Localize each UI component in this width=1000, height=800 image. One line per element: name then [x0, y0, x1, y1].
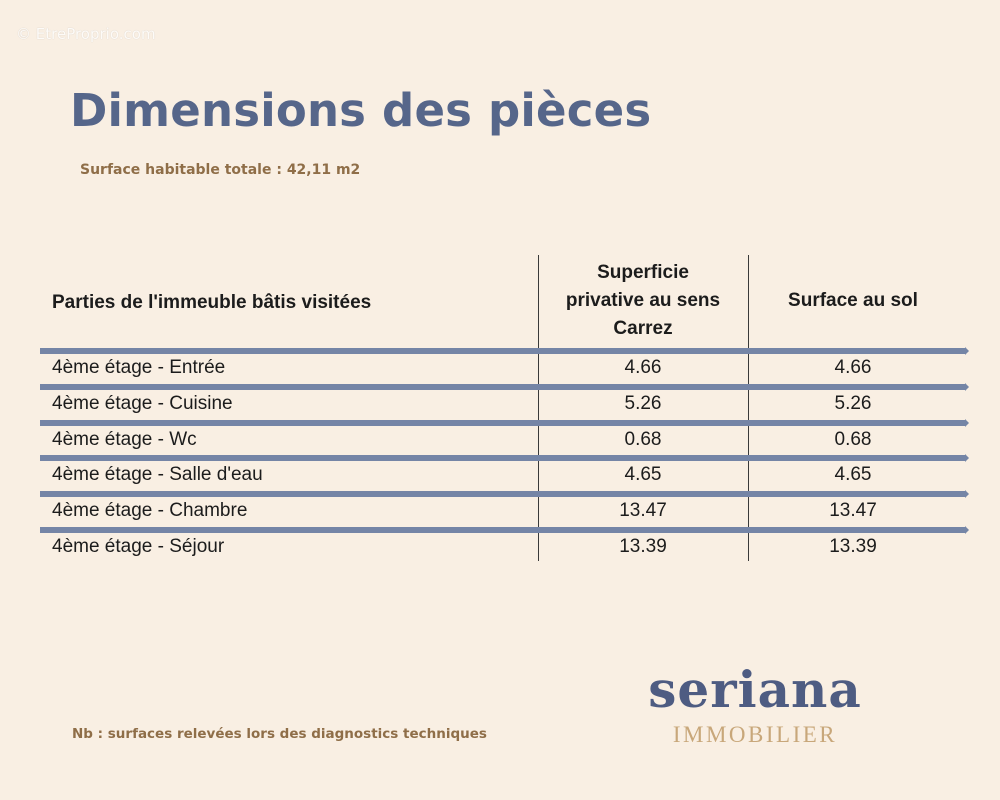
room-label: 4ème étage - Entrée: [52, 357, 226, 378]
sol-value: 0.68: [834, 429, 872, 450]
room-label: 4ème étage - Séjour: [52, 536, 225, 557]
header-surface-sol: Surface au sol: [788, 290, 918, 311]
carrez-value: 4.65: [624, 464, 662, 485]
carrez-value: 5.26: [624, 393, 662, 414]
column-divider: [748, 255, 749, 561]
watermark: © EtreProprio.com: [16, 25, 156, 43]
room-label: 4ème étage - Wc: [52, 429, 197, 450]
room-label: 4ème étage - Chambre: [52, 500, 248, 521]
table-row: 4ème étage - Salle d'eau 4.65 4.65: [40, 460, 965, 490]
total-surface-subtitle: Surface habitable totale : 42,11 m2: [80, 162, 361, 178]
seriana-logo: seriana: [648, 660, 862, 719]
page-title: Dimensions des pièces: [70, 84, 652, 137]
row-separator: [40, 383, 969, 391]
footnote: Nb : surfaces relevées lors des diagnost…: [72, 726, 487, 742]
sol-value: 5.26: [834, 393, 872, 414]
dimensions-table: Parties de l'immeuble bâtis visitées Sup…: [40, 255, 969, 565]
sol-value: 4.65: [834, 464, 872, 485]
table-row: 4ème étage - Cuisine 5.26 5.26: [40, 389, 965, 419]
header-carrez: Superficie privative au sens Carrez: [538, 259, 748, 343]
sol-value: 13.47: [829, 500, 877, 521]
header-carrez-line: privative au sens: [565, 290, 721, 311]
row-separator: [40, 454, 969, 462]
header-carrez-line: Carrez: [613, 318, 673, 339]
table-row: 4ème étage - Wc 0.68 0.68: [40, 425, 965, 455]
carrez-value: 13.47: [619, 500, 667, 521]
header-parties: Parties de l'immeuble bâtis visitées: [52, 292, 372, 313]
row-separator: [40, 490, 969, 498]
header-carrez-line: Superficie: [597, 262, 689, 283]
carrez-value: 13.39: [619, 536, 667, 557]
sol-value: 13.39: [829, 536, 877, 557]
row-separator: [40, 347, 969, 355]
row-separator: [40, 526, 969, 534]
table-row: 4ème étage - Séjour 13.39 13.39: [40, 532, 965, 562]
carrez-value: 0.68: [624, 429, 662, 450]
room-label: 4ème étage - Cuisine: [52, 393, 233, 414]
logo-tagline: IMMOBILIER: [672, 722, 838, 747]
sol-value: 4.66: [834, 357, 872, 378]
column-divider: [538, 255, 539, 561]
table-row: 4ème étage - Entrée 4.66 4.66: [40, 353, 965, 383]
table-row: 4ème étage - Chambre 13.47 13.47: [40, 496, 965, 526]
carrez-value: 4.66: [624, 357, 662, 378]
room-label: 4ème étage - Salle d'eau: [52, 464, 263, 485]
row-separator: [40, 419, 969, 427]
